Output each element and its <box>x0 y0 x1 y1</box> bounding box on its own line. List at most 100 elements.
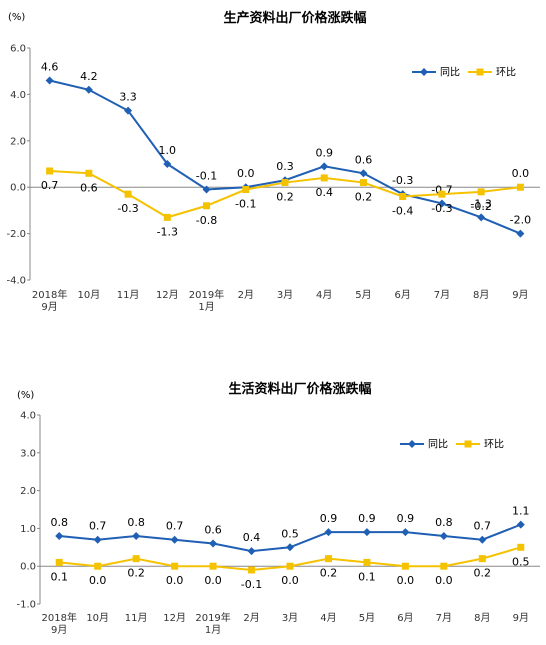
legend-marker <box>420 68 428 76</box>
data-label: 0.9 <box>320 512 338 525</box>
data-label: 0.9 <box>358 512 376 525</box>
x-tick-label: 3月 <box>282 612 298 624</box>
data-label: 0.7 <box>166 520 184 533</box>
data-label: 0.8 <box>435 516 453 529</box>
data-label: 0.2 <box>320 567 338 580</box>
data-label: 0.7 <box>41 179 59 192</box>
data-point-yoy <box>362 528 371 537</box>
data-label: 3.3 <box>119 91 137 104</box>
data-point-yoy <box>163 160 172 168</box>
data-label: -0.2 <box>470 200 491 213</box>
x-tick-label: 4月 <box>316 289 332 301</box>
data-label: -0.4 <box>392 204 413 217</box>
x-tick-label: 9月 <box>512 289 528 301</box>
data-point-mom <box>163 213 171 221</box>
data-label: 0.0 <box>89 574 107 587</box>
y-tick-label: 0.0 <box>10 183 26 194</box>
data-point-mom <box>401 562 409 570</box>
data-label: 0.6 <box>80 181 98 194</box>
data-label: -0.8 <box>196 214 217 227</box>
data-label: 0.1 <box>50 570 68 583</box>
data-label: 0.7 <box>474 520 492 533</box>
data-label: -1.3 <box>470 197 491 210</box>
x-tick-label: 6月 <box>395 289 411 301</box>
data-label: 0.0 <box>281 574 299 587</box>
data-point-mom <box>286 562 294 570</box>
y-tick-label: 6.0 <box>10 44 26 55</box>
data-point-yoy <box>359 169 368 178</box>
data-point-yoy <box>93 535 102 544</box>
data-label: 0.8 <box>127 516 145 529</box>
data-label: -0.1 <box>241 578 262 591</box>
data-point-mom <box>516 183 524 191</box>
x-tick-label: 1月 <box>205 624 221 636</box>
y-tick-label: -2.0 <box>6 229 26 240</box>
data-point-mom <box>124 190 132 198</box>
data-point-mom <box>478 555 486 563</box>
data-label: -0.1 <box>196 170 217 183</box>
x-tick-label: 6月 <box>397 612 413 624</box>
data-label: -0.1 <box>235 198 256 211</box>
data-label: 0.3 <box>276 160 294 173</box>
data-point-yoy <box>170 535 179 544</box>
data-label: 0.1 <box>358 570 376 583</box>
data-label: -2.0 <box>510 214 531 227</box>
data-label: 0.2 <box>276 191 294 204</box>
data-point-mom <box>94 562 102 570</box>
y-tick-label: 1.0 <box>20 524 36 535</box>
y-tick-label: -1.0 <box>16 600 36 611</box>
x-tick-label: 8月 <box>474 612 490 624</box>
x-tick-label: 7月 <box>436 612 452 624</box>
data-point-mom <box>85 169 93 177</box>
data-label: 0.0 <box>166 574 184 587</box>
data-label: 0.2 <box>474 567 492 580</box>
data-point-mom <box>132 555 140 563</box>
data-point-yoy <box>124 106 133 115</box>
data-point-mom <box>171 562 179 570</box>
data-label: 0.0 <box>204 574 222 587</box>
data-point-yoy <box>401 528 410 537</box>
data-point-yoy <box>324 528 333 537</box>
data-point-mom <box>242 186 250 194</box>
data-label: 0.9 <box>397 512 415 525</box>
y-axis-unit: (%) <box>8 12 25 23</box>
x-tick-label: 12月 <box>163 612 186 624</box>
data-point-yoy <box>247 547 256 556</box>
data-point-mom <box>209 562 217 570</box>
data-label: 0.9 <box>315 146 333 159</box>
y-tick-label: 4.0 <box>20 411 36 422</box>
data-label: 0.6 <box>355 153 373 166</box>
x-tick-label: 4月 <box>320 612 336 624</box>
data-point-mom <box>438 190 446 198</box>
x-tick-label: 10月 <box>77 289 100 301</box>
data-point-yoy <box>84 85 93 94</box>
data-point-mom <box>359 179 367 187</box>
data-point-yoy <box>209 539 218 548</box>
x-tick-label: 9月 <box>51 624 67 636</box>
data-label: 0.2 <box>355 191 373 204</box>
data-label: 0.0 <box>512 167 530 180</box>
chart-consumer-goods: 生活资料出厂价格涨跌幅(%)4.03.02.01.00.0-1.02018年9月… <box>16 381 540 636</box>
x-tick-label: 10月 <box>86 612 109 624</box>
data-point-mom <box>203 202 211 210</box>
data-point-mom <box>440 562 448 570</box>
legend-marker <box>476 68 484 76</box>
y-tick-label: 3.0 <box>20 448 36 459</box>
data-point-yoy <box>478 535 487 544</box>
legend-label: 环比 <box>484 439 504 451</box>
x-tick-label: 2019年 <box>189 288 224 301</box>
legend-label: 同比 <box>428 439 448 451</box>
data-label: 1.1 <box>512 505 530 518</box>
x-tick-label: 2月 <box>243 612 259 624</box>
data-label: 0.7 <box>89 520 107 533</box>
legend-label: 同比 <box>440 67 460 79</box>
data-point-yoy <box>132 531 141 540</box>
x-tick-label: 1月 <box>198 301 214 313</box>
x-tick-label: 9月 <box>41 301 57 313</box>
x-tick-label: 5月 <box>359 612 375 624</box>
data-point-yoy <box>45 76 54 85</box>
y-tick-label: 2.0 <box>20 486 36 497</box>
x-tick-label: 2月 <box>238 289 254 301</box>
data-point-yoy <box>320 162 329 171</box>
x-tick-label: 3月 <box>277 289 293 301</box>
